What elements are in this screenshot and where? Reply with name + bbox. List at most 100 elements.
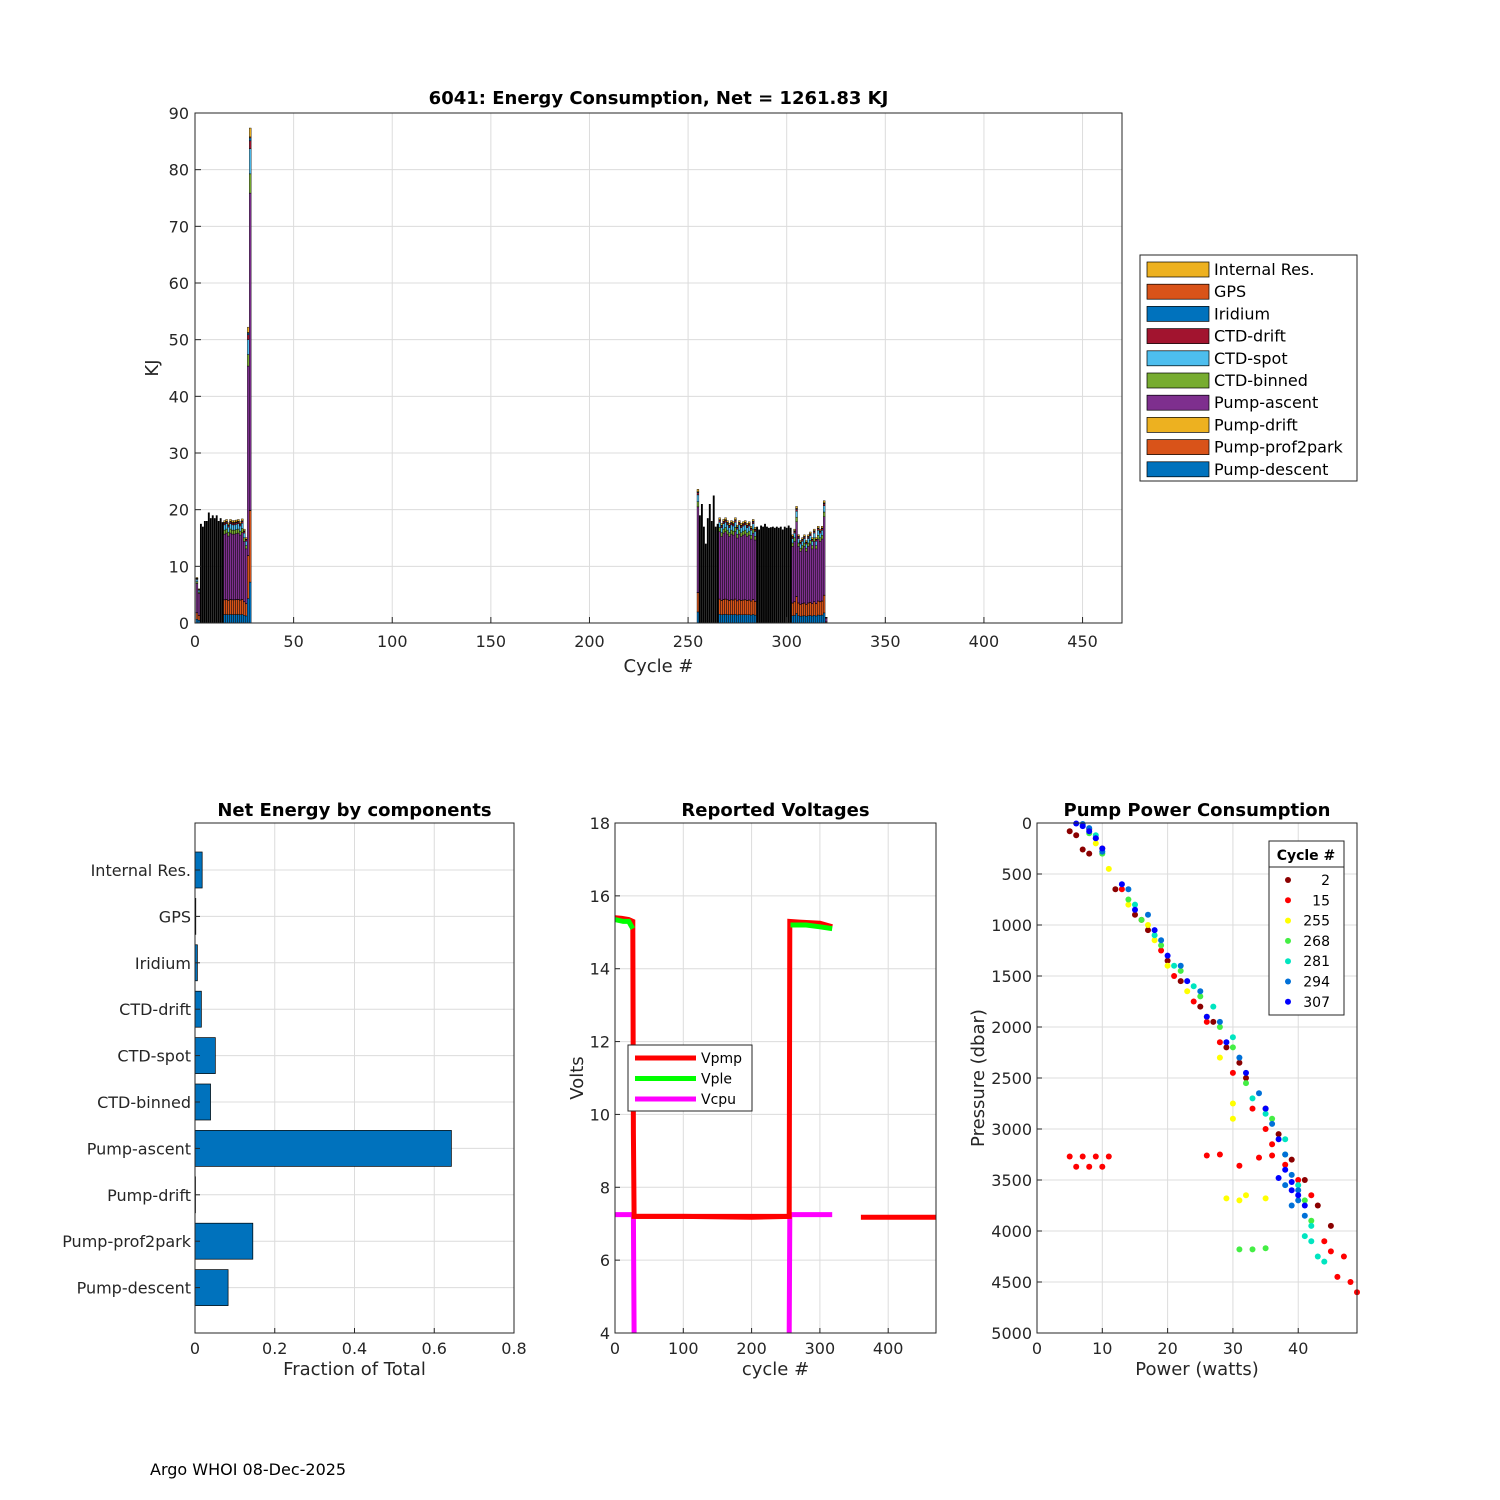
bar-segment bbox=[805, 551, 808, 605]
scatter-point bbox=[1203, 1013, 1210, 1020]
bar-segment bbox=[801, 539, 804, 542]
scatter-point bbox=[1184, 988, 1191, 995]
bar-segment bbox=[793, 531, 796, 534]
scatter-point bbox=[1158, 947, 1165, 954]
plot-area bbox=[195, 113, 1122, 623]
bar-segment bbox=[245, 541, 248, 546]
y-tick-label: CTD-spot bbox=[117, 1047, 191, 1066]
bar-segment bbox=[732, 599, 735, 615]
scatter-point bbox=[1301, 1233, 1308, 1240]
x-tick-label: 100 bbox=[377, 632, 408, 651]
y-tick-label: 3000 bbox=[991, 1120, 1032, 1139]
scatter-point bbox=[1190, 983, 1197, 990]
bar-segment bbox=[223, 529, 226, 535]
legend-swatch bbox=[1285, 937, 1291, 944]
bar-segment bbox=[728, 523, 731, 526]
bar-segment bbox=[732, 530, 735, 536]
y-tick-label: 60 bbox=[169, 274, 189, 293]
bar-segment bbox=[718, 598, 721, 615]
bar-segment bbox=[795, 596, 798, 614]
bar-segment bbox=[813, 601, 816, 616]
legend-title: Cycle # bbox=[1277, 848, 1336, 864]
scatter-point bbox=[1308, 1222, 1315, 1229]
bar-segment bbox=[720, 525, 723, 528]
scatter-point bbox=[1079, 1153, 1086, 1160]
bar-segment bbox=[766, 526, 768, 623]
scatter-point bbox=[1282, 1166, 1289, 1173]
bar-segment bbox=[237, 521, 240, 524]
bar-segment bbox=[231, 533, 234, 600]
bar-segment bbox=[754, 601, 757, 616]
bar-segment bbox=[750, 535, 753, 540]
scatter-point bbox=[1197, 1003, 1204, 1010]
bar-segment bbox=[237, 532, 240, 600]
bar-segment bbox=[815, 548, 818, 604]
bar-segment bbox=[728, 527, 731, 533]
bar-segment bbox=[249, 127, 252, 138]
scatter-point bbox=[1269, 1152, 1276, 1159]
x-tick-label: 0.2 bbox=[262, 1339, 287, 1358]
x-tick-label: 0 bbox=[190, 632, 200, 651]
y-axis-label: Volts bbox=[567, 1056, 588, 1099]
legend: Internal Res. GPS Iridium CTD-drift CTD-spot… bbox=[1139, 254, 1358, 482]
bar-segment bbox=[219, 518, 222, 623]
bar-segment bbox=[239, 614, 242, 624]
scatter-point bbox=[1295, 1182, 1302, 1189]
bar-segment bbox=[793, 541, 796, 602]
scatter-point bbox=[1118, 886, 1125, 893]
x-axis-label: Fraction of Total bbox=[283, 1359, 426, 1380]
bar-segment bbox=[724, 520, 727, 523]
scatter-point bbox=[1249, 1105, 1256, 1112]
bar-segment bbox=[805, 547, 808, 552]
scatter-point bbox=[1262, 1126, 1269, 1132]
bar-segment bbox=[221, 522, 224, 623]
bar-segment bbox=[779, 526, 782, 623]
bar-segment bbox=[704, 543, 707, 623]
bar-segment bbox=[726, 614, 729, 624]
scatter-point bbox=[1347, 1279, 1354, 1285]
bar-segment bbox=[746, 614, 749, 624]
bar-segment bbox=[227, 526, 230, 533]
bar-segment bbox=[734, 520, 737, 523]
bar-segment bbox=[752, 523, 755, 530]
net-energy-components-chart: Internal Res. GPS Iridium CTD-drift CTD-spot… bbox=[62, 800, 527, 1380]
y-tick-label: 16 bbox=[590, 887, 610, 906]
scatter-point bbox=[1171, 973, 1178, 979]
bar-segment bbox=[748, 599, 751, 615]
bar-segment bbox=[787, 525, 790, 623]
bar-segment bbox=[217, 521, 220, 623]
bar-segment bbox=[791, 602, 794, 616]
x-tick-label: 0 bbox=[610, 1339, 620, 1358]
scatter-point bbox=[1125, 896, 1132, 903]
scatter-point bbox=[1243, 1080, 1249, 1087]
x-tick-label: 40 bbox=[1288, 1339, 1308, 1358]
scatter-point bbox=[1158, 942, 1165, 949]
bar-segment bbox=[225, 521, 228, 524]
bar-segment bbox=[225, 614, 228, 624]
legend-label: Pump-prof2park bbox=[1214, 438, 1344, 457]
bar-segment bbox=[696, 611, 700, 624]
bar-segment bbox=[718, 614, 721, 624]
bar-segment bbox=[231, 614, 234, 624]
bar-segment bbox=[233, 614, 236, 624]
series-line-vple bbox=[790, 922, 833, 932]
scatter-point bbox=[1314, 1202, 1321, 1209]
bar-segment bbox=[245, 537, 248, 540]
bar-segment bbox=[197, 588, 201, 590]
bar-segment bbox=[750, 538, 753, 602]
x-tick-label: 250 bbox=[673, 632, 704, 651]
legend-swatch bbox=[1146, 439, 1210, 455]
legend-label: CTD-binned bbox=[1214, 371, 1308, 390]
bar-segment bbox=[742, 599, 745, 615]
x-tick-label: 150 bbox=[476, 632, 507, 651]
bar-segment bbox=[223, 524, 226, 531]
scatter-point bbox=[1151, 937, 1158, 944]
bar-segment bbox=[223, 614, 226, 624]
bar-segment bbox=[803, 534, 806, 537]
bar-segment bbox=[201, 526, 204, 623]
bar-segment bbox=[720, 536, 723, 601]
bar-segment bbox=[775, 526, 778, 623]
bar-segment bbox=[696, 494, 700, 502]
bar-segment bbox=[803, 542, 806, 547]
bar-segment bbox=[227, 614, 230, 624]
